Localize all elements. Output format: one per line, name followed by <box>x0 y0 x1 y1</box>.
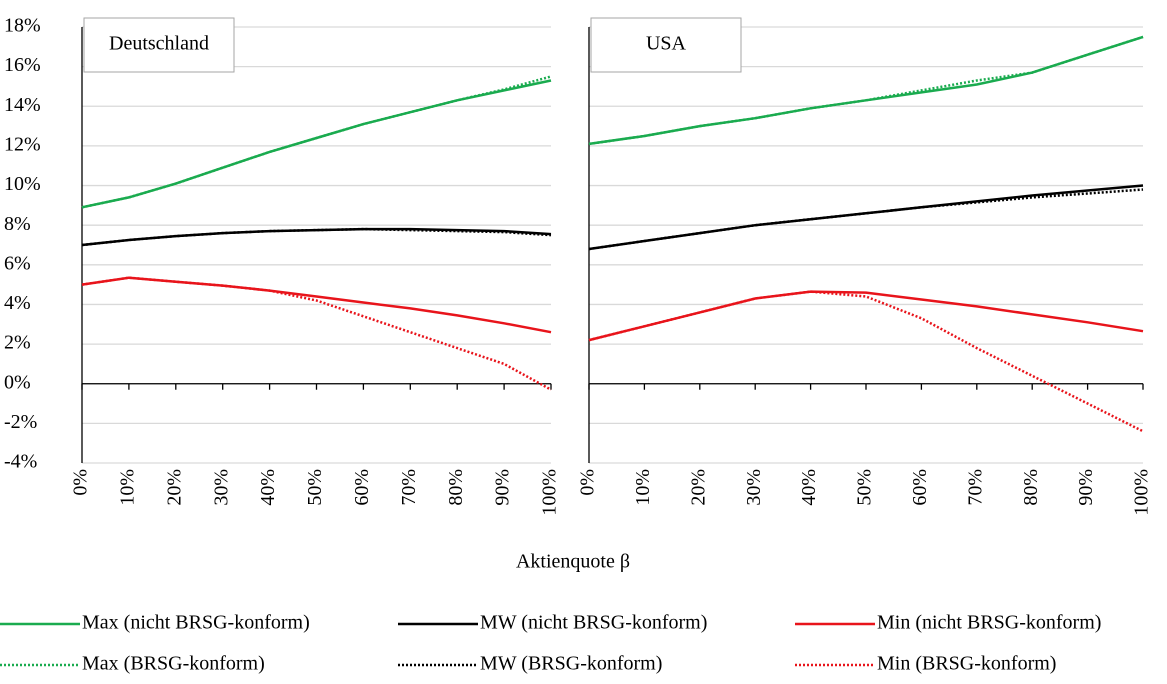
series-line <box>588 188 1144 251</box>
y-tick-label: 10% <box>4 173 41 195</box>
legend-label: MW (nicht BRSG-konform) <box>480 612 707 634</box>
y-tick-label: 2% <box>4 332 31 354</box>
x-tick-label: 100% <box>1131 469 1153 516</box>
y-tick-label: 14% <box>4 94 41 116</box>
series-line <box>588 290 1144 433</box>
x-tick-label: 60% <box>351 469 373 506</box>
x-tick-label: 30% <box>210 469 232 506</box>
y-tick-label: 8% <box>4 213 31 235</box>
x-tick-label: 20% <box>687 469 709 506</box>
legend-label: Min (BRSG-konform) <box>877 653 1056 675</box>
x-tick-label: 60% <box>909 469 931 506</box>
panel-title-box <box>83 17 235 73</box>
x-axis-label: Aktienquote β <box>516 551 630 573</box>
y-tick-label: 12% <box>4 134 41 156</box>
x-tick-label: 70% <box>964 469 986 506</box>
legend-label: Min (nicht BRSG-konform) <box>877 612 1101 634</box>
series-line <box>81 276 552 334</box>
x-tick-label: 0% <box>70 469 92 496</box>
x-tick-label: 10% <box>632 469 654 506</box>
series-line <box>588 184 1144 251</box>
y-tick-label: -2% <box>4 411 37 433</box>
x-tick-label: 80% <box>445 469 467 506</box>
x-tick-label: 50% <box>304 469 326 506</box>
x-tick-label: 100% <box>539 469 561 516</box>
series-line <box>588 290 1144 342</box>
y-tick-label: 0% <box>4 371 31 393</box>
series-line <box>588 35 1144 146</box>
series-line <box>81 227 552 247</box>
x-tick-label: 50% <box>854 469 876 506</box>
series-line <box>81 79 552 209</box>
x-tick-label: 10% <box>116 469 138 506</box>
panel-title: Deutschland <box>109 33 209 55</box>
series-line <box>81 75 552 209</box>
x-tick-label: 20% <box>163 469 185 506</box>
series-line <box>81 276 552 391</box>
x-tick-label: 30% <box>743 469 765 506</box>
y-tick-label: 16% <box>4 54 41 76</box>
x-tick-label: 40% <box>257 469 279 506</box>
y-tick-label: 4% <box>4 292 31 314</box>
x-tick-label: 90% <box>492 469 514 506</box>
x-tick-label: 0% <box>577 469 599 496</box>
panel-title-box <box>590 17 742 73</box>
legend-label: Max (BRSG-konform) <box>82 653 265 675</box>
y-tick-label: 18% <box>4 15 41 37</box>
x-tick-label: 80% <box>1020 469 1042 506</box>
x-tick-label: 70% <box>398 469 420 506</box>
panel-title: USA <box>646 33 687 55</box>
legend-label: MW (BRSG-konform) <box>480 653 662 675</box>
x-tick-label: 40% <box>798 469 820 506</box>
x-tick-label: 90% <box>1075 469 1097 506</box>
y-tick-label: 6% <box>4 252 31 274</box>
legend-label: Max (nicht BRSG-konform) <box>82 612 310 634</box>
y-tick-label: -4% <box>4 451 37 473</box>
